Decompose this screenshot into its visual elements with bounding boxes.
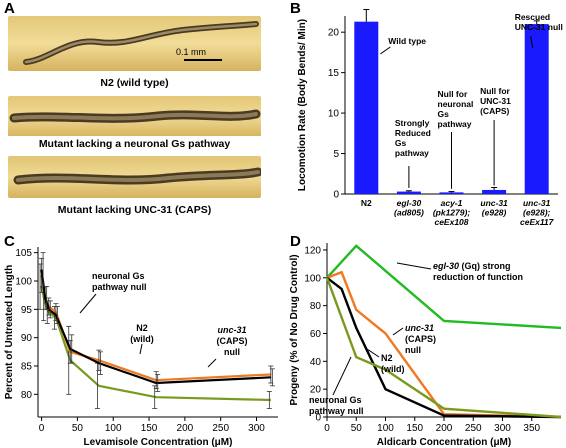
chart-b-annotation-arrow	[530, 35, 534, 49]
chart-b-annotation-wild-type: Wild type	[388, 36, 426, 46]
panel-letter-c: C	[4, 233, 15, 250]
chart-b-bar	[524, 24, 549, 194]
scale-bar-label: 0.1 mm	[176, 47, 207, 57]
chart-d-x-tick-label: 350	[523, 423, 540, 434]
chart-b-category-label: acy-1 (pk1279); ceEx108	[433, 198, 470, 227]
chart-b-annotation-rescued: Rescued UNC-31 null	[515, 12, 563, 32]
chart-b-bar	[439, 192, 464, 194]
caption-n2: N2 (wild type)	[100, 77, 169, 89]
chart-b-bar	[482, 189, 507, 194]
chart-c-x-tick-label: 50	[72, 423, 84, 434]
chart-d-x-tick-label: 0	[324, 423, 330, 434]
chart-c-x-label: Levamisole Concentration (μM)	[84, 437, 233, 448]
chart-b-y-tick-label: 10	[328, 109, 340, 120]
caption-gs-mutant: Mutant lacking a neuronal Gs pathway	[38, 138, 231, 150]
panel-letter-a: A	[4, 0, 15, 17]
chart-d-x-tick-label: 50	[351, 423, 363, 434]
chart-d-y-tick-label: 120	[304, 245, 321, 256]
chart-c-label-unc31: unc-31 (CAPS) null	[217, 325, 248, 357]
chart-c-series-line	[40, 286, 271, 402]
chart-d-x-tick-label: 150	[406, 423, 423, 434]
chart-c-x-tick-label: 200	[177, 423, 194, 434]
chart-b-y-label: Locomotion Rate (Body Bends/ Min)	[297, 19, 308, 191]
chart-d-y-tick-label: 60	[310, 329, 322, 340]
chart-b-category-label: N2	[361, 198, 372, 208]
chart-d-x-tick-label: 250	[465, 423, 482, 434]
chart-c-series-line	[40, 269, 271, 385]
chart-c-x-tick-label: 100	[105, 423, 122, 434]
chart-b-annotation-acy1: Null for neuronal Gs pathway	[438, 89, 474, 129]
chart-d-label-arrow	[366, 348, 380, 358]
chart-d-label-arrow	[396, 262, 432, 270]
chart-b-category-label: unc-31 (e928)	[480, 198, 508, 218]
chart-c-y-tick-label: 100	[15, 277, 32, 288]
chart-c-x-tick-label: 250	[212, 423, 229, 434]
chart-c-y-tick-label: 90	[21, 333, 33, 344]
chart-c-x-tick-label: 300	[248, 423, 265, 434]
chart-d-y-tick-label: 100	[304, 273, 321, 284]
chart-d-x-tick-label: 300	[494, 423, 511, 434]
chart-c-label-gs-null: neuronal Gs pathway null	[92, 271, 147, 292]
chart-c-levamisole: 80 85 90 95 100 105 0 50 100 150 200 250 300 Levamiso…	[4, 247, 278, 448]
chart-d-label-n2: N2 (wild)	[381, 353, 405, 374]
chart-d-label-unc31: unc-31 (CAPS) null	[405, 323, 436, 355]
chart-d-x-label: Aldicarb Concentration (μM)	[377, 437, 511, 448]
chart-d-y-tick-label: 80	[310, 301, 322, 312]
chart-d-x-tick-label: 100	[377, 423, 394, 434]
chart-d-series-line	[326, 244, 562, 330]
chart-d-label-arrow	[332, 356, 352, 396]
photo-unc31-mutant-worm	[8, 156, 261, 198]
chart-d-x-tick-label: 200	[436, 423, 453, 434]
chart-b-annotation-arrow	[380, 46, 391, 55]
chart-c-y-tick-label: 105	[15, 248, 32, 259]
chart-c-label-arrow	[207, 358, 217, 368]
chart-d-label-arrow	[392, 327, 404, 336]
caption-unc31-mutant: Mutant lacking UNC-31 (CAPS)	[57, 204, 212, 216]
chart-c-label-arrow	[79, 293, 97, 314]
chart-b-bar	[354, 21, 379, 195]
chart-c-label-n2: N2 (wild)	[130, 323, 154, 344]
chart-d-series-line	[326, 276, 562, 419]
chart-b-category-label: egl-30 (ad805)	[394, 198, 424, 218]
panel-letter-d: D	[290, 233, 301, 250]
chart-d-y-label: Progeny (% of No Drug Control)	[289, 254, 300, 405]
chart-b-y-tick-label: 15	[328, 68, 340, 79]
photo-gs-mutant-worm	[8, 96, 261, 151]
chart-d-y-tick-label: 40	[310, 357, 322, 368]
chart-b-y-tick-label: 20	[328, 28, 340, 39]
photo-n2-worm	[8, 16, 261, 71]
chart-d-label-egl30: egl-30 (Gq) strong reduction of function	[433, 261, 523, 282]
chart-d-y-tick-label: 20	[310, 385, 322, 396]
chart-d-y-tick-label: 0	[315, 413, 321, 424]
chart-b-annotation-unc31: Null for UNC-31 (CAPS)	[480, 86, 511, 116]
chart-b-y-tick-label: 0	[333, 190, 339, 201]
chart-b-category-label: unc-31 (e928); ceEx117	[520, 198, 555, 227]
chart-b-annotation-egl30: Strongly Reduced Gs pathway	[395, 118, 431, 158]
chart-c-y-label: Percent of Untreated Length	[4, 265, 15, 399]
chart-c-y-tick-label: 85	[21, 362, 33, 373]
chart-b-locomotion: 0 5 10 15 20 Locomotion Rate (Body Bends/ Min…	[297, 9, 563, 227]
panel-letter-b: B	[290, 0, 301, 17]
chart-c-x-tick-label: 150	[141, 423, 158, 434]
chart-b-y-tick-label: 5	[333, 149, 339, 160]
chart-b-bar	[396, 191, 421, 194]
chart-d-series-line	[325, 277, 562, 419]
chart-d-label-gs-null: neuronal Gs pathway null	[309, 395, 364, 416]
chart-d-aldicarb: 0 20 40 60 80 100 120 0 50 100 150 200 250 300 350 Aldi…	[289, 243, 562, 448]
chart-c-label-arrow	[139, 343, 143, 355]
chart-c-y-tick-label: 80	[21, 390, 33, 401]
chart-c-x-tick-label: 0	[39, 423, 45, 434]
chart-c-y-tick-label: 95	[21, 305, 33, 316]
chart-d-series-line	[326, 270, 562, 419]
